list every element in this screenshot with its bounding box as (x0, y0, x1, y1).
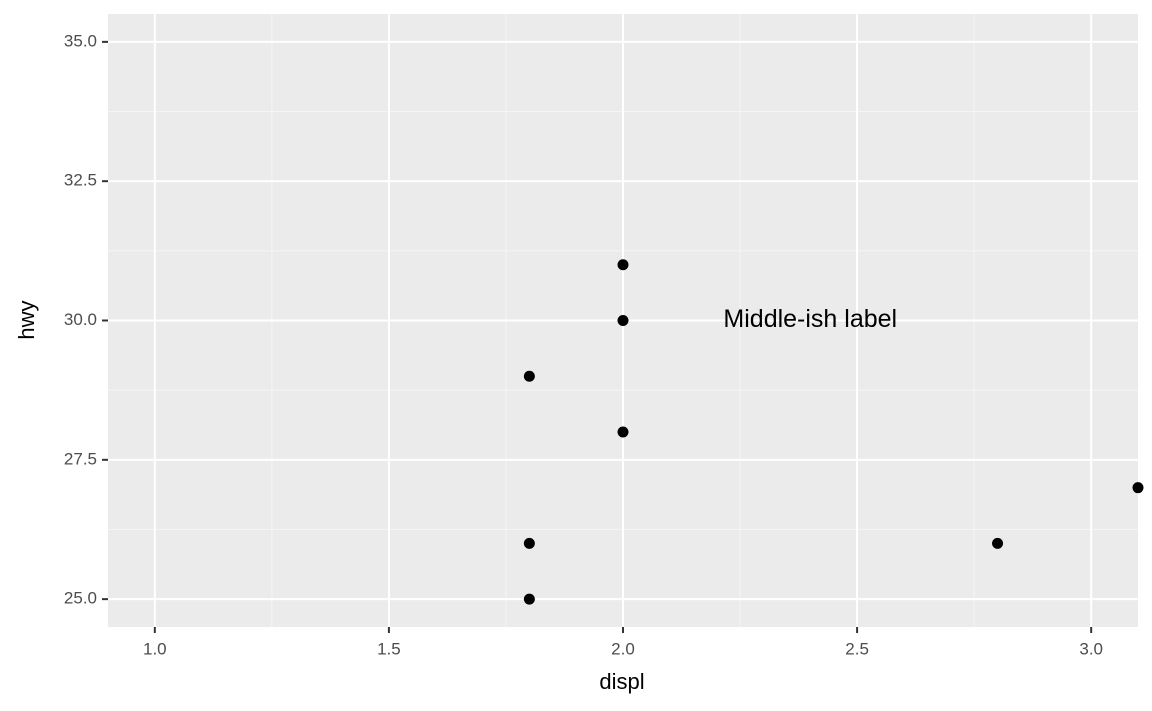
point (523, 370, 535, 382)
point (523, 537, 535, 549)
y-tick-label: 32.5 (64, 171, 97, 190)
point (617, 426, 629, 438)
x-tick-label: 2.0 (611, 639, 635, 658)
y-axis-title: hwy (14, 300, 39, 339)
y-tick-label: 35.0 (64, 31, 97, 50)
point (617, 259, 629, 271)
x-tick-label: 1.0 (143, 639, 167, 658)
x-axis-title: displ (599, 669, 644, 694)
point (992, 537, 1004, 549)
y-tick-label: 27.5 (64, 449, 97, 468)
y-tick-label: 25.0 (64, 589, 97, 608)
x-tick-label: 2.5 (845, 639, 869, 658)
y-tick-label: 30.0 (64, 310, 97, 329)
x-tick-label: 3.0 (1079, 639, 1103, 658)
annotation: Middle-ish label (723, 305, 897, 333)
point (523, 593, 535, 605)
point (1132, 482, 1144, 494)
x-tick-label: 1.5 (377, 639, 401, 658)
point (617, 315, 629, 326)
